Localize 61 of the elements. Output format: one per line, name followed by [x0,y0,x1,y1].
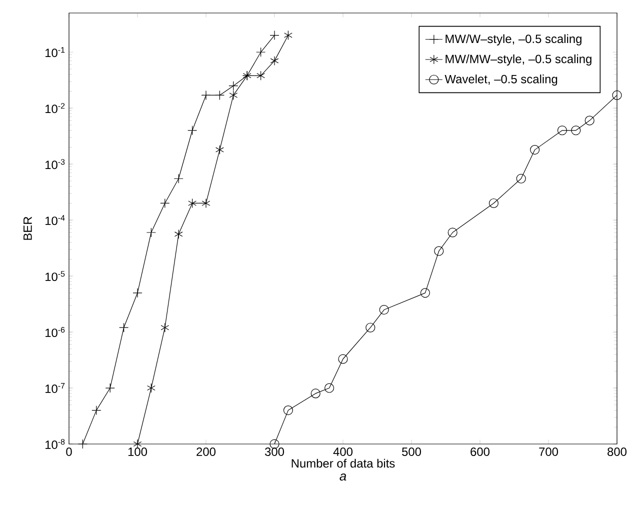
point [160,198,170,208]
point [132,288,142,298]
point [229,90,238,100]
y-tick-label: 10$^{-5}$ [46,271,65,282]
point [434,246,444,256]
point [584,116,594,126]
point [160,322,170,332]
point [571,126,581,136]
point [270,56,279,66]
point [202,198,210,208]
point [366,322,376,332]
point [147,383,156,393]
legend-label: MW/W–style, –0.5 scaling [446,34,582,46]
point [256,47,266,57]
point [612,90,622,100]
x-tick-label: 200 [196,448,216,456]
point [105,383,115,393]
point [188,126,198,136]
legend-label: Wavelet, –0.5 scaling [444,74,558,86]
point [530,145,540,155]
point [448,228,458,238]
y-tick-label: 10$^{-7}$ [46,383,65,393]
point [119,322,129,332]
point [516,174,526,184]
point [174,229,183,239]
point [256,70,265,80]
x-tick-label: 500 [402,448,422,456]
point [324,383,334,393]
x-tick-label: 100 [128,448,148,456]
point [146,228,156,238]
point [557,126,567,136]
x-tick-label: 0 [66,448,72,456]
point [78,439,88,449]
point [174,174,184,184]
x-tick-label: 700 [539,448,558,456]
y-axis-title: BER [24,216,32,240]
y-tick-label: 10$^{-4}$ [46,215,65,226]
point [270,30,280,40]
x-tick-label: 600 [470,448,490,456]
point [228,81,238,91]
point [488,198,498,208]
point [420,288,430,298]
y-tick-label: 10$^{-3}$ [46,159,65,170]
y-tick-label: 10$^{-1}$ [46,47,65,58]
point [379,304,389,315]
y-tick-label: 10$^{-8}$ [46,438,65,450]
point [216,145,224,155]
x-tick-label: 300 [264,448,284,456]
x-tick-label: 800 [608,448,627,456]
point [188,198,196,208]
point [92,406,102,416]
point [284,30,292,40]
point [283,406,293,416]
point [310,388,320,398]
y-tick-label: 10$^{-6}$ [46,327,65,338]
y-tick-label: 10$^{-2}$ [46,103,65,114]
text: a [340,474,346,481]
x-tick-label: 400 [333,448,353,456]
x-axis-title: Number of data bits [292,458,395,468]
point [338,354,348,364]
legend-label: MW/MW–style, –0.5 scaling [446,54,592,66]
